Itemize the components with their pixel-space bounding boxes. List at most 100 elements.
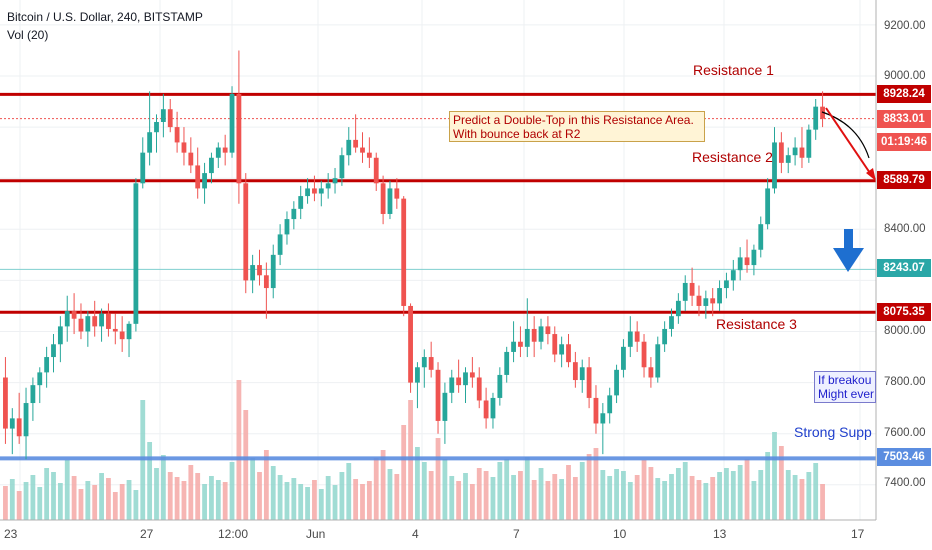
volume-bar (16, 491, 22, 520)
y-tick-label: 8400.00 (884, 223, 926, 235)
projection-arrow-head (866, 168, 876, 181)
x-tick-label: 13 (713, 527, 727, 541)
volume-bar (579, 462, 585, 520)
candle-body (463, 372, 468, 386)
candle-body (174, 127, 180, 143)
volume-bar (586, 454, 592, 520)
volume-bar (799, 479, 805, 520)
candle-body (662, 328, 668, 345)
x-tick-label: 7 (513, 527, 520, 541)
volume-bar (703, 483, 709, 520)
volume-bar (250, 458, 256, 520)
volume-bar (243, 410, 249, 520)
candle-body (607, 395, 613, 414)
candle-body (724, 280, 729, 289)
grid-lines (0, 0, 876, 520)
y-tick-label: 8000.00 (884, 325, 926, 337)
volume-bar (545, 481, 551, 520)
volume-bar (572, 477, 578, 520)
y-tick-label: 9200.00 (884, 20, 926, 32)
candle-body (737, 257, 743, 271)
candle-body (785, 155, 791, 163)
candle-body (44, 357, 50, 373)
volume-bar (366, 481, 372, 520)
candle-body (291, 208, 297, 220)
volume-bar (92, 485, 98, 520)
candle-body (37, 372, 43, 386)
price-axis[interactable] (0, 0, 877, 521)
volume-bar (621, 471, 626, 520)
candle-body (353, 139, 359, 148)
candle-body (621, 346, 626, 370)
candle-body (222, 147, 228, 153)
x-tick-label: 27 (140, 527, 154, 541)
volume-bar (662, 481, 668, 520)
candle-body (627, 331, 633, 347)
volume-bar (209, 476, 214, 520)
volume-bar (449, 476, 455, 520)
volume-bar (518, 471, 523, 520)
y-tick-label: 7600.00 (884, 427, 926, 439)
candle-body (469, 372, 475, 378)
double-top-note[interactable]: Predict a Double-Top in this Resistance … (449, 111, 705, 142)
candle-body (483, 400, 489, 419)
candle-body (3, 377, 8, 429)
candle-body (765, 188, 771, 225)
candle-body (806, 129, 812, 158)
volume-bar (373, 458, 379, 520)
volume-bar (511, 475, 516, 520)
volume-bar (792, 475, 798, 520)
breakout-note[interactable]: If breakou Might ever (814, 371, 876, 403)
candle-body (813, 106, 819, 130)
candle-body (339, 155, 345, 179)
mid-level-price-tag: 8243.07 (877, 259, 931, 277)
volume-bar (737, 465, 743, 520)
candle-body (250, 265, 256, 281)
volume-bar (531, 480, 537, 520)
volume-bar (607, 476, 613, 520)
volume-bar (263, 450, 269, 520)
drawings (821, 107, 876, 272)
candle-body (298, 196, 304, 209)
candle-body (778, 142, 784, 163)
volume-bar (318, 489, 324, 520)
volume-bar (724, 468, 729, 520)
volume-bar (627, 482, 633, 520)
volume-bar (751, 481, 757, 520)
candle-body (318, 188, 324, 194)
candle-body (263, 275, 269, 289)
volume-bar (641, 460, 647, 520)
volume-bar (559, 479, 565, 520)
candle-body (30, 385, 36, 404)
candle-body (215, 147, 221, 158)
candle-body (195, 165, 201, 189)
volume-bar (421, 462, 427, 520)
candle-body (167, 109, 173, 128)
candle-body (593, 397, 599, 424)
note-line-2: With bounce back at R2 (453, 127, 581, 141)
volume-bar (772, 432, 777, 520)
candle-body (559, 344, 565, 355)
volume-bar (174, 477, 180, 520)
candle-body (71, 311, 77, 319)
candle-body (772, 142, 777, 189)
x-tick-label: 17 (851, 527, 865, 541)
volume-bar (126, 480, 132, 520)
volume-bar (820, 484, 825, 520)
volume-bar (614, 469, 619, 520)
candle-body (504, 351, 510, 375)
volume-bar (655, 478, 661, 520)
candle-body (600, 413, 606, 424)
volume-bar (717, 472, 722, 520)
volume-bar (270, 466, 276, 520)
candle-body (305, 188, 310, 197)
volume-bar (181, 481, 187, 520)
candle-body (284, 219, 290, 235)
volume-bar (387, 469, 393, 520)
y-tick-label: 9000.00 (884, 70, 926, 82)
level-lines (0, 92, 876, 461)
volume-bar (360, 484, 365, 520)
volume-bar (291, 478, 297, 520)
